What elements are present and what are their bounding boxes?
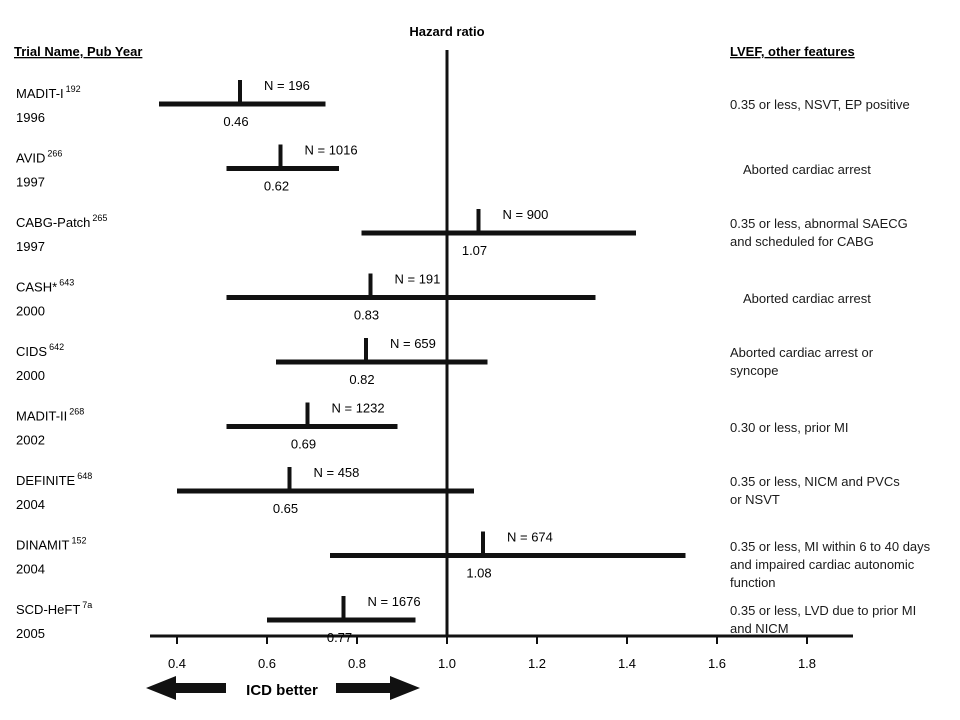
trial-row: MADIT-I 192 1996 N = 196 0.46 [16,78,326,129]
trial-name: CABG-Patch 265 [16,213,107,230]
x-tick-label: 0.8 [348,656,366,671]
feature-text: 0.35 or less, NSVT, EP positive [730,97,910,112]
hr-label: 0.65 [273,501,298,516]
feature-text: Aborted cardiac arrest [743,290,871,306]
hr-label: 0.82 [349,372,374,387]
trial-row: SCD-HeFT 7a 2005 N = 1676 0.77 [16,594,421,645]
n-label: N = 191 [395,272,441,287]
trial-year: 2004 [16,562,45,577]
trial-year: 1997 [16,175,45,190]
feature-text: Aborted cardiac arrest [743,161,871,177]
hr-label: 0.46 [223,114,248,129]
right-arrow [336,676,420,700]
trial-year: 2005 [16,626,45,641]
hr-label: 0.77 [327,630,352,645]
trial-name: CASH* 643 [16,278,74,295]
chart-title: Hazard ratio [409,24,484,39]
feature-text: and NICM [730,621,789,636]
x-tick-label: 0.4 [168,656,186,671]
trial-ref: 265 [92,213,107,223]
trial-name: AVID 266 [16,149,62,166]
x-tick-label: 1.6 [708,656,726,671]
n-label: N = 900 [503,207,549,222]
hr-label: 0.83 [354,308,379,323]
trial-name: DEFINITE 648 [16,471,92,488]
hr-label: 0.69 [291,437,316,452]
n-label: N = 458 [314,465,360,480]
trial-name-text: AVID [16,151,45,166]
n-label: N = 659 [390,336,436,351]
trial-ref: 643 [59,278,74,288]
trial-row: DEFINITE 648 2004 N = 458 0.65 [16,465,474,516]
trial-ref: 152 [71,536,86,546]
trial-row: AVID 266 1997 N = 1016 0.62 [16,143,358,194]
feature-text: and scheduled for CABG [730,234,874,249]
n-label: N = 674 [507,530,553,545]
feature-text: 0.30 or less, prior MI [730,419,849,435]
trial-ref: 266 [47,149,62,159]
x-tick-label: 1.2 [528,656,546,671]
feature-text: 0.35 or less, MI within 6 to 40 days [730,538,931,554]
x-tick-label: 0.6 [258,656,276,671]
trial-name-text: CASH* [16,280,57,295]
feature-text: 0.35 or less, NICM and PVCs [730,474,900,489]
trial-row: MADIT-II 268 2002 N = 1232 0.69 [16,401,398,452]
trial-name-text: DINAMIT [16,538,70,553]
trial-row: DINAMIT 152 2004 N = 674 1.08 [16,530,686,581]
trial-ref: 642 [49,342,64,352]
trial-name: MADIT-II 268 [16,407,84,424]
hr-label: 1.08 [466,566,491,581]
left-header: Trial Name, Pub Year [14,44,142,59]
trial-row: CABG-Patch 265 1997 N = 900 1.07 [16,207,636,258]
feature-text: function [730,574,776,590]
trial-name-text: CIDS [16,344,47,359]
trial-row: CASH* 643 2000 N = 191 0.83 [16,272,596,323]
x-axis-ticks: 0.4 0.6 0.8 1.0 1.2 1.4 1.6 1.8 [168,636,816,671]
trial-year: 2004 [16,497,45,512]
x-tick-label: 1.4 [618,656,636,671]
trial-year: 2002 [16,433,45,448]
trial-name: SCD-HeFT 7a [16,600,92,617]
trial-name-text: CABG-Patch [16,215,90,230]
trial-ref: 192 [66,84,81,94]
trial-ref: 7a [82,600,92,610]
arrow-label: ICD better [246,682,318,699]
trial-name: DINAMIT 152 [16,536,86,553]
n-label: N = 196 [264,78,310,93]
trial-ref: 268 [69,407,84,417]
trial-year: 2000 [16,304,45,319]
feature-text: 0.35 or less, LVD due to prior MI [730,603,917,618]
feature-text: or NSVT [730,492,780,507]
trial-name-text: MADIT-I [16,86,64,101]
trial-name-text: SCD-HeFT [16,602,80,617]
feature-text: syncope [730,363,779,378]
trial-rows: MADIT-I 192 1996 N = 196 0.46 AVID 266 1997 N = … [16,78,686,645]
n-label: N = 1232 [332,401,385,416]
left-arrow [146,676,226,700]
feature-text: Aborted cardiac arrest or [730,345,874,360]
trial-ref: 648 [77,471,92,481]
trial-row: CIDS 642 2000 N = 659 0.82 [16,336,488,387]
trial-year: 1997 [16,239,45,254]
trial-name: MADIT-I 192 [16,84,81,101]
hr-label: 0.62 [264,179,289,194]
x-tick-label: 1.8 [798,656,816,671]
trial-name-text: MADIT-II [16,409,67,424]
trial-name-text: DEFINITE [16,473,76,488]
trial-year: 1996 [16,110,45,125]
n-label: N = 1676 [368,594,421,609]
feature-text: 0.35 or less, abnormal SAECG [730,216,908,231]
right-header: LVEF, other features [730,44,855,59]
trial-name: CIDS 642 [16,342,64,359]
x-tick-label: 1.0 [438,656,456,671]
trial-year: 2000 [16,368,45,383]
n-label: N = 1016 [305,143,358,158]
hr-label: 1.07 [462,243,487,258]
feature-text: and impaired cardiac autonomic [730,556,915,572]
